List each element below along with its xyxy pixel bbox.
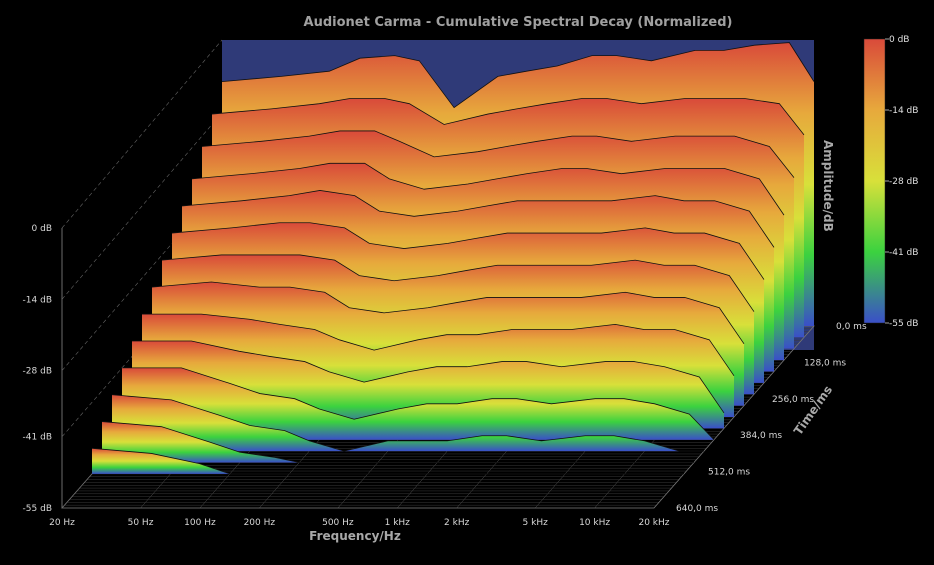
y-tick-label: -41 dB	[23, 433, 52, 443]
z-axis-title: Time/ms	[791, 383, 835, 438]
y-tick-label: -55 dB	[23, 504, 52, 514]
y-tick-label: 0 dB	[32, 224, 52, 234]
x-tick-label: 5 kHz	[523, 518, 549, 528]
x-tick-label: 50 Hz	[128, 518, 154, 528]
decay-slices	[91, 42, 815, 475]
decay-slice-line	[151, 281, 745, 345]
decay-slice-line	[201, 130, 795, 178]
x-tick-label: 500 Hz	[322, 518, 354, 528]
amplitude-ticks: 0 dB -14 dB -28 dB -41 dB -55 dB	[23, 224, 52, 514]
decay-slice-line	[221, 42, 815, 109]
x-tick-label: 200 Hz	[244, 518, 276, 528]
legend-tick-label: 0 dB	[889, 35, 909, 45]
x-axis-title: Frequency/Hz	[309, 529, 401, 543]
decay-slice-line	[211, 98, 805, 136]
x-tick-label: 20 kHz	[638, 518, 669, 528]
decay-slice-line	[111, 394, 704, 452]
legend-tick-label: -14 dB	[889, 106, 918, 116]
decay-slice-line	[142, 313, 735, 377]
x-tick-label: 10 kHz	[579, 518, 610, 528]
legend-tick-label: -41 dB	[889, 248, 918, 258]
decay-slice-line	[161, 254, 755, 312]
decay-slice-line	[101, 421, 694, 463]
color-legend: 0 dB -14 dB -28 dB -41 dB -55 dB	[863, 35, 918, 329]
color-legend-bar	[863, 38, 886, 324]
decay-slice-line	[122, 367, 715, 441]
decay-slice-fill	[122, 367, 714, 440]
decay-slice-line	[191, 162, 785, 216]
y-tick-label: -28 dB	[23, 367, 52, 377]
x-tick-label: 20 Hz	[49, 518, 75, 528]
x-tick-label: 100 Hz	[184, 518, 216, 528]
amplitude-guide-line	[61, 112, 223, 300]
amplitude-guide-line	[61, 39, 223, 229]
time-tick-label: 128,0 ms	[804, 358, 846, 368]
time-tick-label: 256,0 ms	[772, 395, 814, 405]
chart-title: Audionet Carma - Cumulative Spectral Dec…	[304, 15, 733, 30]
decay-slice-line	[91, 447, 684, 475]
decay-slice-fill	[92, 448, 684, 474]
time-tick-label: 640,0 ms	[676, 504, 718, 514]
x-tick-label: 2 kHz	[444, 518, 470, 528]
decay-slice-line	[171, 222, 765, 280]
frequency-ticks: 20 Hz 50 Hz 100 Hz 200 Hz 500 Hz 1 kHz 2 kHz 5 …	[49, 518, 670, 528]
legend-tick-label: -55 dB	[889, 319, 918, 329]
decay-slice-line	[181, 190, 775, 248]
decay-slice-line	[132, 340, 725, 414]
legend-tick-label: -28 dB	[889, 177, 918, 187]
y-axis-title: Amplitude/dB	[821, 140, 835, 232]
time-tick-label: 512,0 ms	[708, 468, 750, 478]
decay-slice-fill	[112, 394, 704, 452]
y-tick-label: -14 dB	[23, 295, 52, 305]
x-tick-label: 1 kHz	[385, 518, 411, 528]
time-tick-label: 384,0 ms	[740, 431, 782, 441]
time-tick-label: 0,0 ms	[836, 322, 867, 332]
time-ticks: 0,0 ms 128,0 ms 256,0 ms 384,0 ms 512,0 ms 64…	[676, 322, 867, 514]
